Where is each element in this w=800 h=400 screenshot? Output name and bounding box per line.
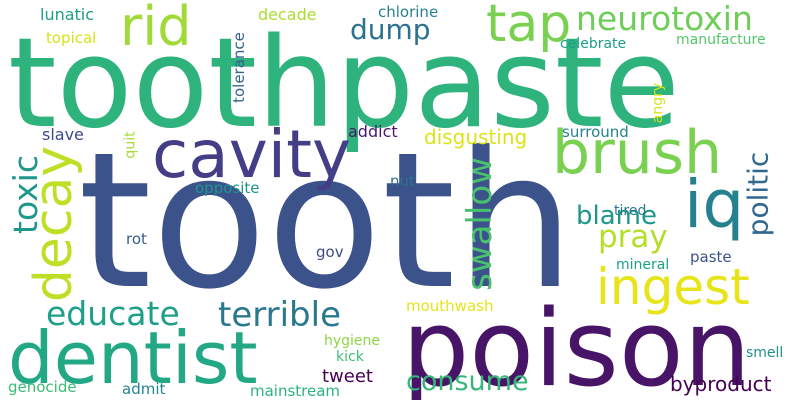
- word-celebrate: celebrate: [560, 36, 627, 52]
- word-lunatic: lunatic: [40, 5, 95, 24]
- word-iq: iq: [684, 166, 745, 243]
- word-nut: nut: [390, 172, 415, 190]
- word-educate: educate: [46, 294, 180, 333]
- word-mouthwash: mouthwash: [406, 297, 494, 315]
- word-toothpaste: toothpaste: [8, 12, 680, 156]
- word-dump: dump: [350, 13, 431, 46]
- word-consume: consume: [406, 366, 529, 397]
- word-tired: tired: [614, 203, 647, 219]
- word-rot: rot: [126, 230, 147, 248]
- word-quit: quit: [122, 131, 139, 159]
- word-dentist: dentist: [8, 316, 258, 400]
- word-blame: blame: [576, 201, 657, 231]
- word-tap: tap: [486, 0, 572, 54]
- word-decade: decade: [258, 5, 317, 24]
- word-pray: pray: [598, 219, 668, 255]
- word-angry: angry: [650, 82, 667, 124]
- word-poison: poison: [402, 287, 751, 400]
- word-tweet: tweet: [322, 366, 373, 387]
- word-hygiene: hygiene: [324, 333, 381, 349]
- word-tolerance: tolerance: [229, 32, 248, 103]
- word-disgusting: disgusting: [424, 125, 528, 149]
- word-mainstream: mainstream: [250, 382, 341, 400]
- word-topical: topical: [46, 29, 97, 47]
- word-neurotoxin: neurotoxin: [576, 0, 753, 38]
- word-mineral: mineral: [616, 257, 670, 273]
- word-chlorine: chlorine: [378, 3, 439, 21]
- word-smell: smell: [746, 345, 784, 361]
- word-ingest: ingest: [596, 258, 750, 316]
- word-swallow: swallow: [459, 157, 500, 291]
- word-politic: politic: [741, 151, 775, 237]
- word-opposite: opposite: [195, 179, 260, 197]
- word-rid: rid: [120, 0, 192, 58]
- word-kick: kick: [336, 349, 364, 365]
- word-gov: gov: [316, 243, 344, 261]
- word-cavity: cavity: [152, 116, 352, 193]
- word-terrible: terrible: [218, 295, 342, 335]
- word-byproduct: byproduct: [670, 372, 772, 396]
- word-slave: slave: [42, 125, 84, 144]
- word-toxic: toxic: [5, 155, 45, 234]
- word-paste: paste: [690, 248, 732, 266]
- word-addict: addict: [348, 122, 398, 141]
- word-brush: brush: [552, 118, 723, 188]
- word-tooth: tooth: [78, 112, 575, 331]
- word-surround: surround: [562, 123, 629, 141]
- word-genocide: genocide: [8, 378, 77, 396]
- word-manufacture: manufacture: [676, 32, 766, 48]
- word-admit: admit: [122, 380, 166, 398]
